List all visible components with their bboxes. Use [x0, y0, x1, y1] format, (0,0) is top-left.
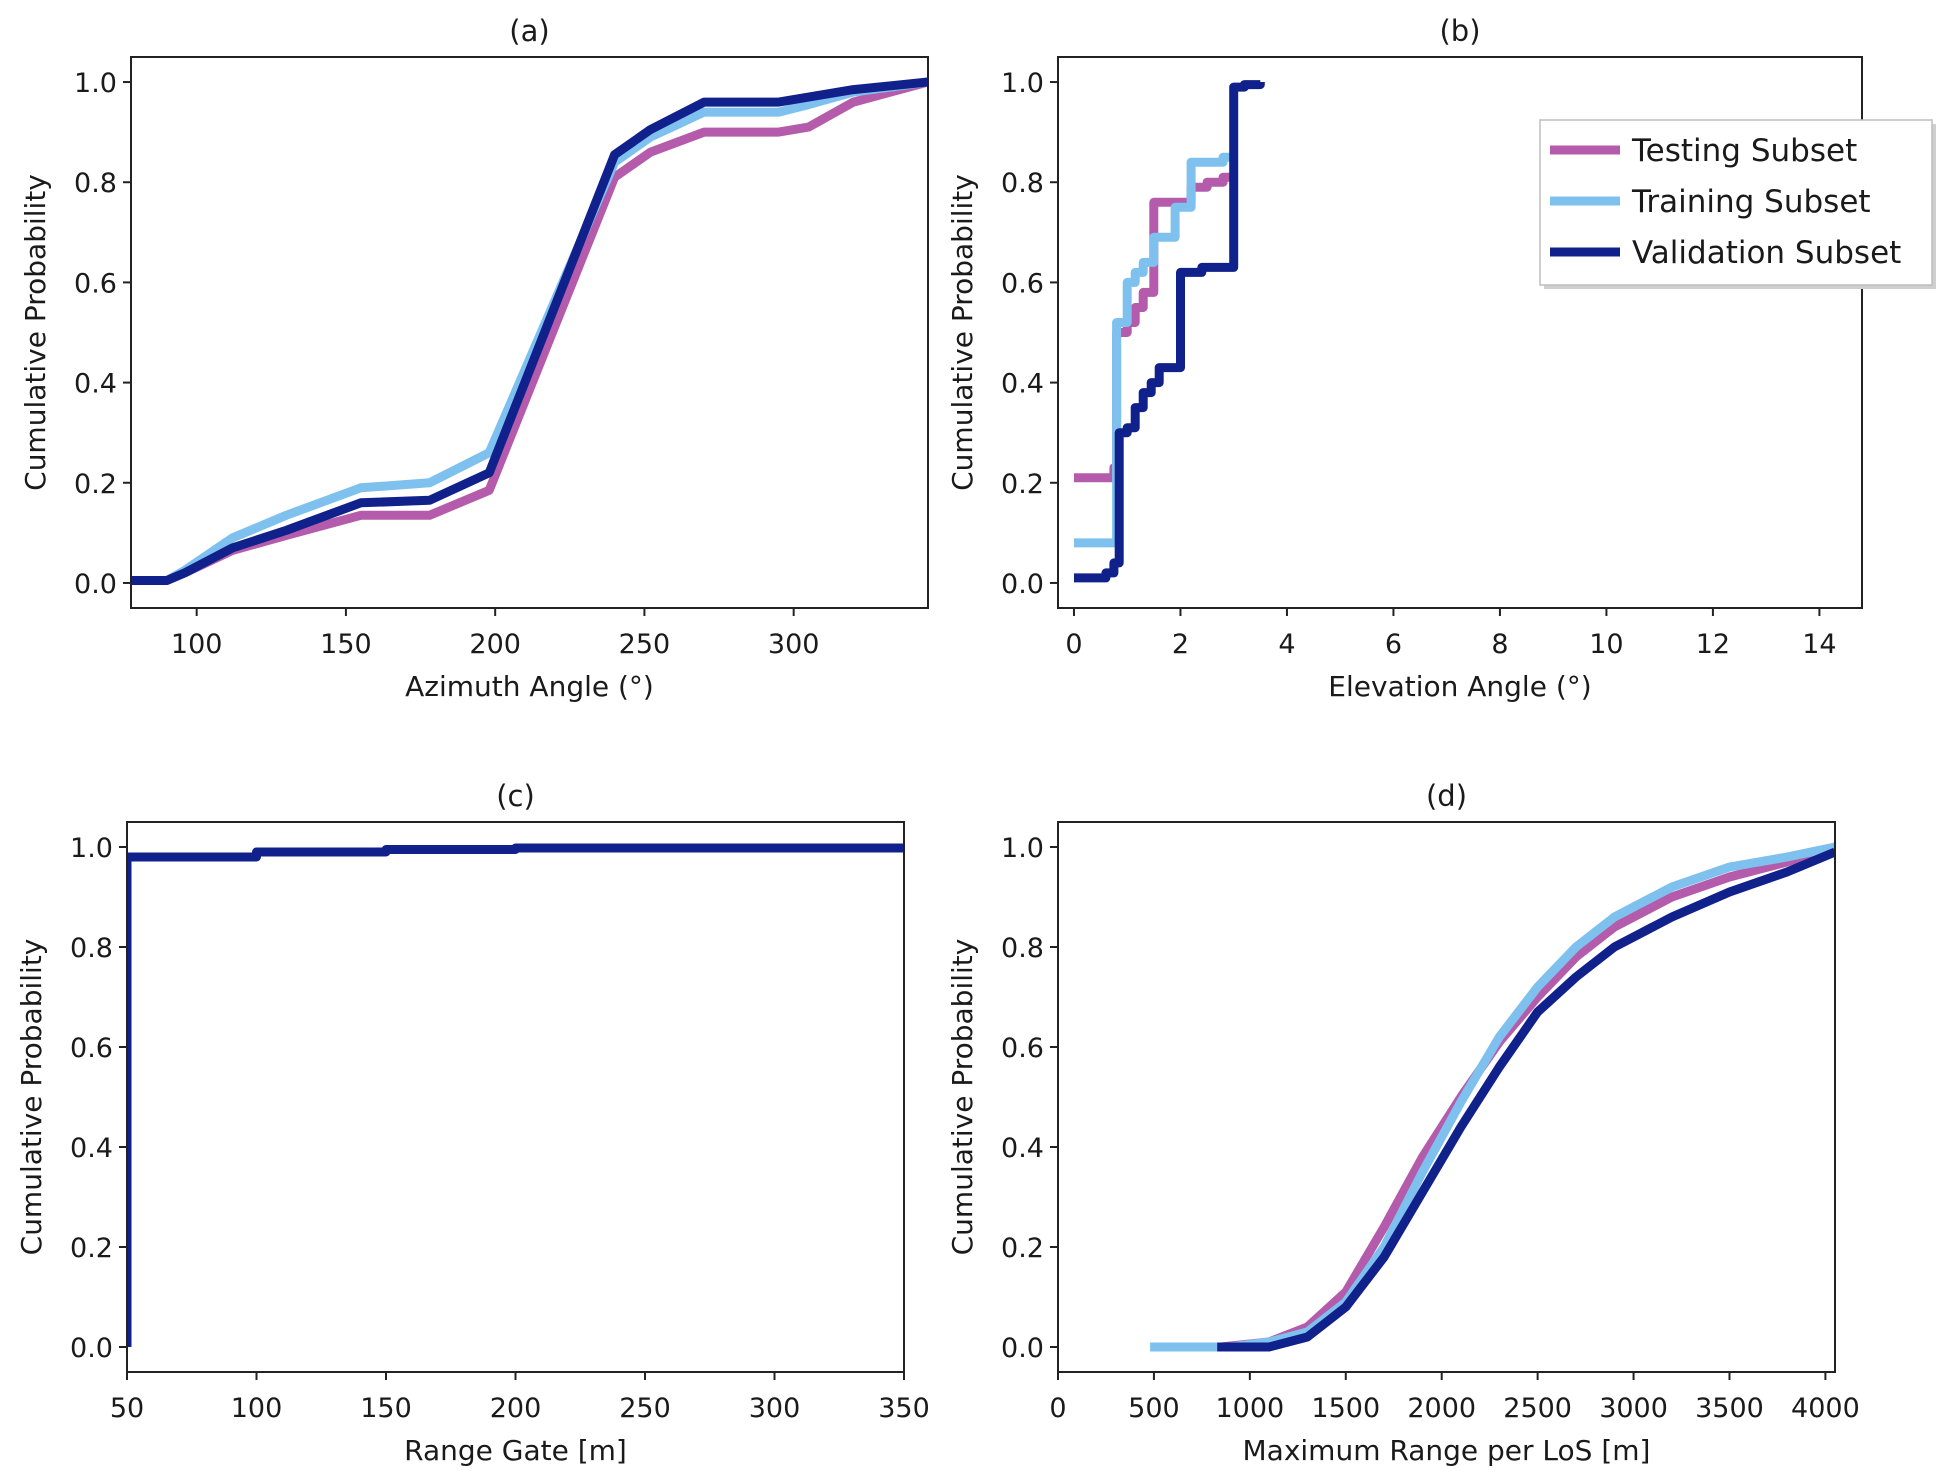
- x-tick-label: 150: [320, 629, 372, 660]
- x-tick-label: 3000: [1599, 1393, 1668, 1424]
- series-group: [1074, 80, 1265, 583]
- series-line-testing-subset: [1074, 172, 1234, 483]
- series-line-training-subset: [131, 77, 928, 585]
- legend-label: Training Subset: [1631, 184, 1871, 220]
- y-tick-label: 0.4: [1001, 369, 1044, 400]
- series-group: [131, 77, 928, 585]
- x-tick-label: 12: [1696, 629, 1730, 660]
- series-line-training-subset: [1074, 152, 1234, 548]
- panel-title: (b): [1439, 14, 1480, 48]
- x-tick-label: 250: [619, 1393, 671, 1424]
- y-tick-label: 0.4: [1001, 1133, 1044, 1164]
- panel-b: 0 2 4 6 8 10 12 14 0.0 0.2 0.4 0.6 0.8 1.0 (b) Elevatio…: [946, 14, 1936, 703]
- x-tick-label: 300: [768, 629, 820, 660]
- panel-title: (a): [509, 14, 549, 48]
- x-tick-label: 14: [1802, 629, 1836, 660]
- x-axis-label: Azimuth Angle (°): [405, 670, 654, 703]
- series-group: [127, 843, 904, 1347]
- panel-c: 50 100 150 200 250 300 350 0.0 0.2 0.4 0.6 0.8 1.0 (c…: [15, 779, 930, 1467]
- y-tick-label: 0.0: [74, 569, 117, 600]
- x-tick-label: 3500: [1695, 1393, 1764, 1424]
- y-tick-label: 0.2: [70, 1233, 113, 1264]
- x-axis-label: Range Gate [m]: [404, 1434, 627, 1467]
- y-tick-label: 0.4: [70, 1133, 113, 1164]
- axes-frame: [1057, 821, 1836, 1373]
- series-line-validation-subset: [1217, 847, 1835, 1352]
- x-tick-label: 10: [1589, 629, 1623, 660]
- panel-d: 0 500 1000 1500 2000 2500 3000 3500 4000 0.0 0.2 0.…: [946, 779, 1860, 1467]
- x-axis-label: Elevation Angle (°): [1328, 670, 1591, 703]
- y-tick-label: 0.6: [1001, 1033, 1044, 1064]
- x-tick-label: 0: [1065, 629, 1082, 660]
- y-tick-label: 0.2: [74, 469, 117, 500]
- y-tick-label: 0.2: [1001, 469, 1044, 500]
- y-tick-label: 0.4: [74, 369, 117, 400]
- y-tick-label: 1.0: [74, 68, 117, 99]
- y-tick-label: 1.0: [70, 833, 113, 864]
- y-axis-label: Cumulative Probability: [946, 939, 979, 1256]
- series-line-training-subset: [1150, 842, 1835, 1352]
- y-tick-label: 1.0: [1001, 833, 1044, 864]
- y-tick-label: 0.8: [1001, 168, 1044, 199]
- x-tick-label: 200: [469, 629, 521, 660]
- x-tick-label: 4000: [1791, 1393, 1860, 1424]
- x-tick-label: 100: [171, 629, 223, 660]
- y-tick-label: 0.6: [70, 1033, 113, 1064]
- x-tick-label: 2500: [1503, 1393, 1572, 1424]
- panel-a: 100 150 200 250 300 0.0 0.2 0.4 0.6 0.8 1.0 (a) Azim…: [19, 14, 929, 703]
- series-line-validation-subset: [127, 843, 904, 1347]
- legend: Testing Subset Training Subset Validation …: [1539, 119, 1936, 289]
- x-tick-label: 500: [1128, 1393, 1180, 1424]
- y-tick-label: 0.6: [1001, 268, 1044, 299]
- legend-label: Validation Subset: [1632, 235, 1901, 271]
- y-tick-label: 0.2: [1001, 1233, 1044, 1264]
- y-tick-label: 1.0: [1001, 68, 1044, 99]
- x-tick-label: 2000: [1407, 1393, 1476, 1424]
- panel-title: (d): [1426, 779, 1467, 813]
- x-tick-label: 4: [1278, 629, 1295, 660]
- x-tick-label: 350: [878, 1393, 930, 1424]
- x-axis-label: Maximum Range per LoS [m]: [1243, 1434, 1651, 1467]
- y-axis-label: Cumulative Probability: [19, 174, 52, 491]
- y-axis-label: Cumulative Probability: [946, 174, 979, 491]
- y-tick-label: 0.0: [1001, 1333, 1044, 1364]
- x-tick-label: 50: [110, 1393, 144, 1424]
- series-line-validation-subset: [131, 77, 928, 585]
- x-tick-label: 8: [1491, 629, 1508, 660]
- x-tick-label: 250: [619, 629, 671, 660]
- x-tick-label: 200: [490, 1393, 542, 1424]
- series-group: [1150, 842, 1835, 1352]
- series-line-testing-subset: [1220, 842, 1835, 1352]
- y-tick-label: 0.8: [74, 168, 117, 199]
- axes-frame: [126, 821, 905, 1373]
- x-tick-label: 100: [231, 1393, 283, 1424]
- axes-frame: [1057, 56, 1863, 609]
- series-line-validation-subset: [1074, 80, 1265, 583]
- legend-label: Testing Subset: [1631, 133, 1857, 169]
- y-tick-label: 0.0: [1001, 569, 1044, 600]
- x-tick-label: 150: [360, 1393, 412, 1424]
- y-tick-label: 0.6: [74, 268, 117, 299]
- x-tick-label: 1500: [1311, 1393, 1380, 1424]
- x-tick-label: 300: [749, 1393, 801, 1424]
- y-tick-label: 0.8: [1001, 933, 1044, 964]
- axes-frame: [130, 56, 929, 609]
- y-tick-label: 0.8: [70, 933, 113, 964]
- x-tick-label: 6: [1385, 629, 1402, 660]
- panel-title: (c): [496, 779, 535, 813]
- y-tick-label: 0.0: [70, 1333, 113, 1364]
- series-line-testing-subset: [131, 77, 928, 585]
- y-axis-label: Cumulative Probability: [15, 939, 48, 1256]
- x-tick-label: 0: [1049, 1393, 1066, 1424]
- x-tick-label: 1000: [1215, 1393, 1284, 1424]
- x-tick-label: 2: [1172, 629, 1189, 660]
